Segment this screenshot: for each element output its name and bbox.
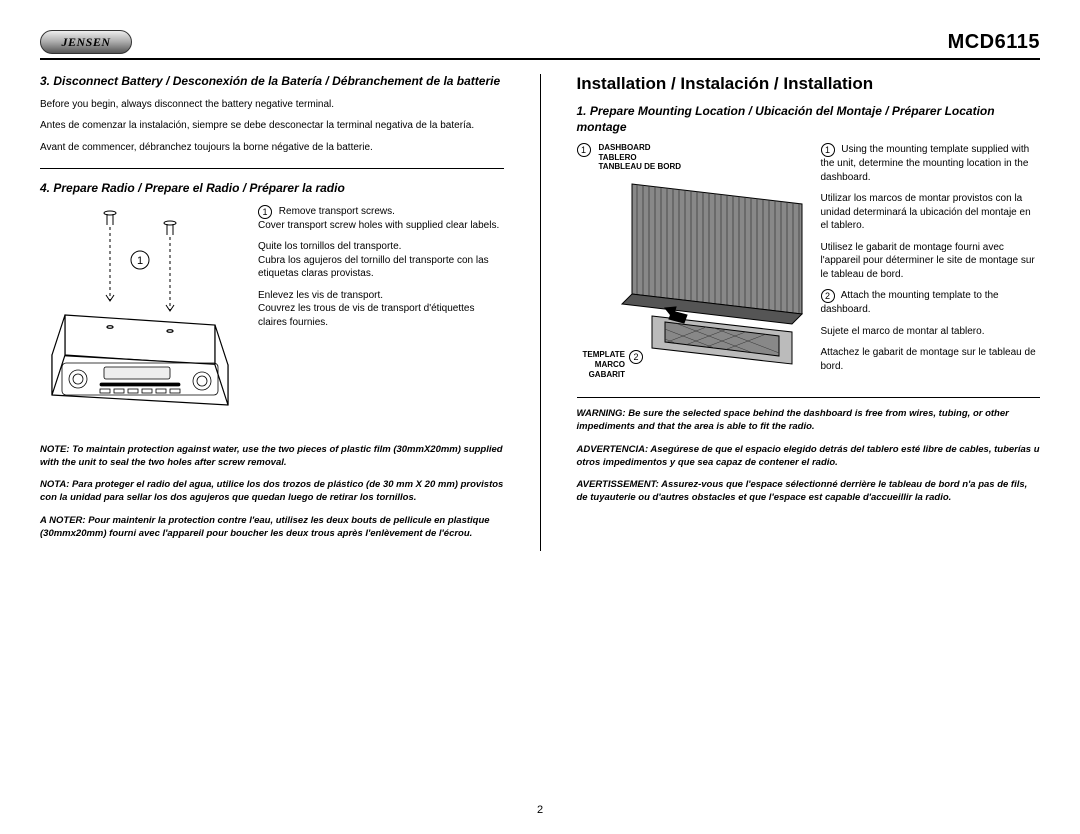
two-column-layout: 3. Disconnect Battery / Desconexión de l… <box>40 74 1040 551</box>
step1-i2-es: Sujete el marco de montar al tablero. <box>821 325 1041 339</box>
brand-logo: JENSEN <box>40 30 132 54</box>
step1-title: 1. Prepare Mounting Location / Ubicación… <box>577 104 1041 135</box>
warn-es: ADVERTENCIA: Asegúrese de que el espacio… <box>577 444 1041 470</box>
column-divider <box>540 74 541 551</box>
radio-illustration: 1 <box>40 205 240 430</box>
step4-note-fr: A NOTER: Pour maintenir la protection co… <box>40 515 504 541</box>
step4-instr-fr: Enlevez les vis de transport. Couvrez le… <box>258 289 504 330</box>
step4-instr-en: Remove transport screws. Cover transport… <box>258 206 499 231</box>
manual-page: JENSEN MCD6115 3. Disconnect Battery / D… <box>0 0 1080 834</box>
callout-1-icon: 1 <box>577 143 591 157</box>
callout-1-icon: 1 <box>821 143 835 157</box>
step4-note-es: NOTA: Para proteger el radio del agua, u… <box>40 479 504 505</box>
callout-2-icon: 2 <box>821 289 835 303</box>
step4-title: 4. Prepare Radio / Prepare el Radio / Pr… <box>40 181 504 197</box>
step1-i2-en: Attach the mounting template to the dash… <box>821 290 999 315</box>
left-column: 3. Disconnect Battery / Desconexión de l… <box>40 74 504 551</box>
warn-fr: AVERTISSEMENT: Assurez-vous que l'espace… <box>577 479 1041 505</box>
header: JENSEN MCD6115 <box>40 30 1040 60</box>
page-number: 2 <box>537 804 543 816</box>
step3-fr: Avant de commencer, débranchez toujours … <box>40 141 504 155</box>
step3-title: 3. Disconnect Battery / Desconexión de l… <box>40 74 504 90</box>
step1-i1-es: Utilizar los marcos de montar provistos … <box>821 192 1041 233</box>
model-number: MCD6115 <box>948 31 1040 54</box>
divider <box>577 397 1041 398</box>
divider <box>40 168 504 169</box>
right-column: Installation / Instalación / Installatio… <box>577 74 1041 551</box>
svg-text:1: 1 <box>137 255 143 267</box>
step1-i1-en: Using the mounting template supplied wit… <box>821 144 1030 183</box>
template-label: TEMPLATE MARCO GABARIT <box>583 350 626 379</box>
callout-2-icon: 2 <box>629 350 643 364</box>
step4-instr-es: Quite los tornillos del transporte. Cubr… <box>258 240 504 281</box>
callout-1-icon: 1 <box>258 205 272 219</box>
step4-note-en: NOTE: To maintain protection against wat… <box>40 444 504 470</box>
step3-es: Antes de comenzar la instalación, siempr… <box>40 119 504 133</box>
step4-instructions: 1 Remove transport screws. Cover transpo… <box>258 205 504 430</box>
step1-i1-fr: Utilisez le gabarit de montage fourni av… <box>821 241 1041 282</box>
step1-figure-row: 1 DASHBOARD TABLERO TANBLEAU DE BORD <box>577 143 1041 381</box>
warn-en: WARNING: Be sure the selected space behi… <box>577 408 1041 434</box>
installation-heading: Installation / Instalación / Installatio… <box>577 74 1041 94</box>
step1-i2-fr: Attachez le gabarit de montage sur le ta… <box>821 346 1041 373</box>
step4-figure-row: 1 <box>40 205 504 430</box>
step1-instructions: 1 Using the mounting template supplied w… <box>821 143 1041 381</box>
dashboard-label: DASHBOARD TABLERO TANBLEAU DE BORD <box>599 143 682 172</box>
brand-logo-text: JENSEN <box>40 30 132 54</box>
step3-en: Before you begin, always disconnect the … <box>40 98 504 112</box>
dashboard-illustration: 1 DASHBOARD TABLERO TANBLEAU DE BORD <box>577 143 807 381</box>
